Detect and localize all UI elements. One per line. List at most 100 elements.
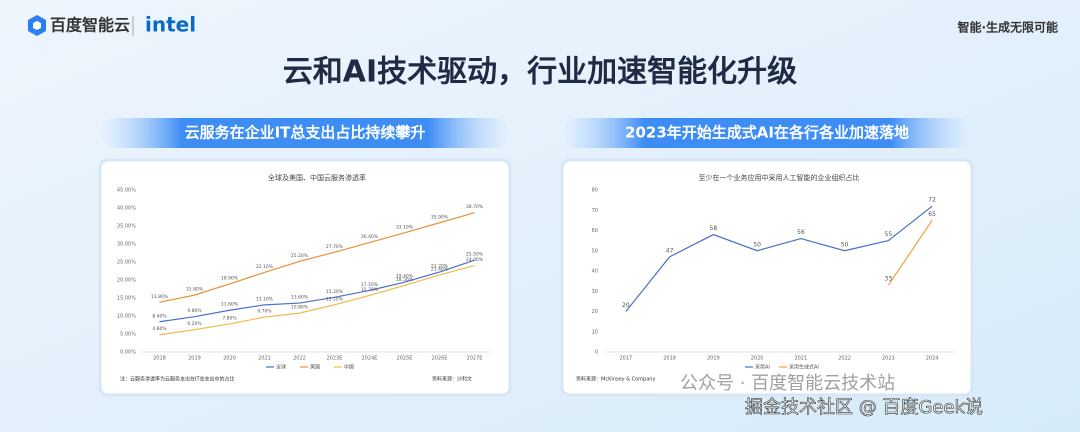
data-label: 10.80% <box>291 305 309 311</box>
x-tick-label: 2018 <box>153 356 166 362</box>
data-label: 55 <box>885 231 893 238</box>
y-tick-label: 30 <box>592 289 598 295</box>
data-label: 47 <box>666 247 674 254</box>
y-tick-label: 10 <box>592 329 598 335</box>
x-tick-label: 2018 <box>663 356 676 362</box>
partner: intel <box>145 13 196 37</box>
x-tick-label: 2017 <box>620 356 633 362</box>
x-tick-label: 2022 <box>838 356 851 362</box>
series-line <box>625 205 933 312</box>
y-tick-label: 5.00% <box>120 332 136 338</box>
y-tick-label: 30.00% <box>117 242 136 248</box>
data-label: 56 <box>797 229 805 236</box>
data-label: 30.40% <box>361 234 379 240</box>
data-label: 33.10% <box>396 224 414 230</box>
y-tick-label: 20.00% <box>117 278 136 284</box>
y-tick-label: 45.00% <box>117 188 136 194</box>
panel-title: 云服务在企业IT总支出占比持续攀升 <box>185 124 426 142</box>
x-tick-label: 2023E <box>327 356 343 362</box>
chart-source: 资料来源：McKinsey & Company <box>576 376 655 383</box>
y-tick-label: 35.00% <box>117 224 136 230</box>
series-line <box>159 259 475 323</box>
data-label: 22.20% <box>431 264 449 270</box>
data-label: 24.00% <box>466 257 484 263</box>
y-tick-label: 25.00% <box>117 260 136 266</box>
data-label: 13.10% <box>256 296 274 302</box>
data-label: 58 <box>710 225 718 232</box>
x-tick-label: 2020 <box>223 356 236 362</box>
data-label: 15.20% <box>326 289 344 295</box>
series-line <box>887 220 933 286</box>
logo <box>28 15 46 36</box>
data-label: 65 <box>928 211 936 218</box>
data-label: 21.40% <box>431 266 449 272</box>
y-tick-label: 0.00% <box>120 350 136 356</box>
data-label: 11.60% <box>221 302 239 308</box>
x-tick-label: 2025E <box>397 356 413 362</box>
y-tick-label: 40 <box>592 269 598 275</box>
chart-title: 至少在一个业务应用中采用人工智能的企业组织占比 <box>699 173 860 182</box>
x-tick-label: 2022 <box>293 356 306 362</box>
x-tick-label: 2019 <box>188 356 201 362</box>
y-tick-label: 10.00% <box>117 314 136 320</box>
data-label: 20 <box>622 302 630 309</box>
x-tick-label: 2021 <box>795 356 808 362</box>
chart-card <box>560 158 974 397</box>
data-label: 35.90% <box>431 214 449 220</box>
panel-header <box>562 118 972 148</box>
data-label: 50 <box>841 241 849 248</box>
y-tick-label: 20 <box>592 309 598 315</box>
x-tick-label: 2024 <box>926 356 939 362</box>
data-label: 25.50% <box>466 252 484 258</box>
data-label: 9.80% <box>187 308 202 314</box>
y-tick-label: 60 <box>592 228 598 234</box>
data-label: 33 <box>885 276 893 283</box>
data-label: 15.70% <box>361 287 379 293</box>
brand: 百度智能云 <box>50 16 130 35</box>
x-tick-label: 2020 <box>751 356 764 362</box>
watermark: 公众号 · 百度智能云技术站 <box>680 373 895 394</box>
data-label: 7.80% <box>222 315 237 321</box>
data-label: 17.10% <box>361 282 379 288</box>
data-label: 22.10% <box>256 264 274 270</box>
y-tick-label: 15.00% <box>117 296 136 302</box>
y-tick-label: 40.00% <box>117 206 136 212</box>
data-label: 6.20% <box>187 321 202 327</box>
data-label: 27.70% <box>326 244 344 250</box>
series-line <box>159 212 475 303</box>
y-tick-label: 80 <box>592 188 598 194</box>
chart-title: 全球及美国、中国云服务渗透率 <box>268 173 366 182</box>
series-line <box>159 265 475 336</box>
data-label: 13.80% <box>151 294 169 300</box>
data-label: 18.50% <box>396 277 414 283</box>
x-tick-label: 2026E <box>432 356 448 362</box>
y-tick-label: 50 <box>592 248 598 254</box>
y-tick-label: 0 <box>595 350 598 356</box>
x-tick-label: 2023 <box>882 356 895 362</box>
x-tick-label: 2021 <box>258 356 271 362</box>
data-label: 18.90% <box>221 275 239 281</box>
legend-label: 采用AI <box>755 364 770 371</box>
legend-label: 全球 <box>276 364 286 371</box>
data-label: 4.80% <box>152 326 167 332</box>
panel-header <box>100 118 510 148</box>
data-label: 38.70% <box>466 204 484 210</box>
panel-title: 2023年开始生成式AI在各行各业加速落地 <box>625 124 909 142</box>
data-label: 19.40% <box>396 274 414 280</box>
x-tick-label: 2024E <box>362 356 378 362</box>
x-tick-label: 2027E <box>467 356 483 362</box>
data-label: 13.60% <box>291 295 309 301</box>
slogan: 智能·生成无限可能 <box>956 20 1058 35</box>
data-label: 72 <box>928 197 936 204</box>
data-label: 13.10% <box>326 296 344 302</box>
legend-label: 采用生成式AI <box>789 364 819 371</box>
data-label: 9.70% <box>257 309 272 315</box>
legend-label: 美国 <box>310 364 320 371</box>
data-label: 50 <box>753 241 761 248</box>
legend-label: 中国 <box>344 364 354 371</box>
watermark: 掘金技术社区 @ 百度Geek说 <box>745 397 983 418</box>
x-tick-label: 2019 <box>707 356 720 362</box>
data-label: 8.40% <box>152 313 167 319</box>
chart-source: 资料来源：沙利文 <box>432 376 472 383</box>
